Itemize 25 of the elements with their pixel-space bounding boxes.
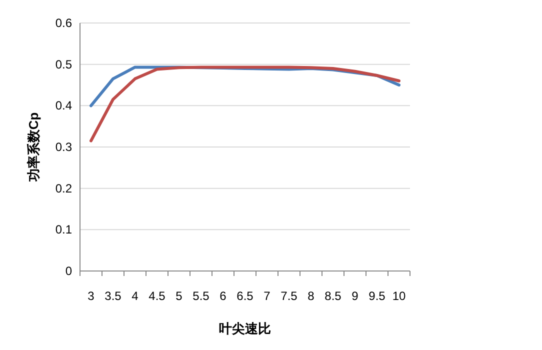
- x-tick-label: 8: [308, 289, 315, 303]
- x-tick-label: 8.5: [324, 289, 342, 303]
- y-tick-label: 0.6: [55, 16, 72, 30]
- x-tick-label: 6.5: [236, 289, 254, 303]
- x-tick-label: 6: [220, 289, 227, 303]
- x-tick-label: 5: [176, 289, 183, 303]
- y-tick-label: 0.5: [55, 57, 72, 72]
- y-tick-label: 0.1: [55, 222, 72, 237]
- x-tick-label: 5.5: [192, 289, 210, 303]
- x-tick-label: 4: [132, 289, 139, 303]
- x-tick-label: 7: [264, 289, 271, 303]
- x-axis-title: 叶尖速比: [219, 321, 271, 336]
- x-tick-label: 3: [88, 289, 95, 303]
- y-tick-label: 0: [65, 264, 72, 278]
- y-tick-label: 0.3: [55, 140, 72, 154]
- y-axis-title: 功率系数Cp: [26, 112, 41, 183]
- x-tick-label: 7.5: [280, 289, 298, 303]
- x-tick-label: 3.5: [104, 289, 122, 303]
- y-tick-label: 0.4: [55, 98, 72, 113]
- x-tick-label: 4.5: [148, 289, 166, 303]
- x-tick-label: 10: [392, 289, 406, 303]
- line-series: [90, 66, 400, 142]
- y-tick-label: 0.2: [55, 181, 72, 196]
- x-tick-label: 9.5: [368, 289, 386, 303]
- x-tick-label: 9: [352, 289, 359, 303]
